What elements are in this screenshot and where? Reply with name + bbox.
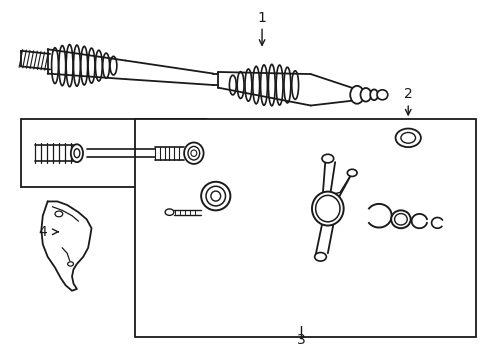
Ellipse shape [51, 48, 58, 84]
Circle shape [395, 129, 421, 147]
Bar [135, 119, 476, 337]
Ellipse shape [81, 46, 88, 85]
Text: 1: 1 [258, 10, 267, 24]
Text: 3: 3 [296, 333, 305, 347]
Ellipse shape [261, 65, 268, 105]
Ellipse shape [165, 209, 174, 215]
Ellipse shape [292, 71, 298, 99]
Ellipse shape [201, 182, 230, 210]
Text: 4: 4 [38, 225, 47, 239]
Ellipse shape [394, 213, 407, 225]
Text: 2: 2 [404, 87, 413, 102]
Ellipse shape [237, 72, 244, 99]
Ellipse shape [276, 65, 283, 105]
Ellipse shape [110, 57, 117, 75]
Ellipse shape [284, 67, 291, 103]
Circle shape [401, 132, 416, 143]
Ellipse shape [391, 210, 411, 228]
Ellipse shape [245, 69, 252, 101]
Ellipse shape [206, 186, 225, 206]
Circle shape [55, 211, 63, 217]
Ellipse shape [211, 191, 220, 201]
Ellipse shape [88, 48, 95, 83]
Ellipse shape [316, 195, 340, 222]
Ellipse shape [74, 45, 80, 86]
Ellipse shape [370, 89, 378, 100]
Ellipse shape [253, 66, 260, 104]
Ellipse shape [361, 88, 371, 102]
Ellipse shape [269, 64, 275, 106]
Ellipse shape [350, 86, 364, 104]
Bar [21, 119, 206, 187]
Ellipse shape [229, 75, 236, 95]
Circle shape [315, 252, 326, 261]
Ellipse shape [96, 50, 102, 81]
Ellipse shape [59, 46, 66, 86]
Circle shape [68, 262, 74, 266]
Circle shape [347, 169, 357, 176]
Ellipse shape [312, 192, 343, 226]
Ellipse shape [377, 90, 388, 100]
Ellipse shape [103, 53, 110, 78]
Circle shape [322, 154, 334, 163]
Ellipse shape [74, 149, 80, 158]
Ellipse shape [71, 144, 83, 162]
Ellipse shape [188, 147, 200, 160]
Ellipse shape [66, 45, 73, 87]
Ellipse shape [191, 150, 197, 157]
Ellipse shape [184, 143, 203, 164]
